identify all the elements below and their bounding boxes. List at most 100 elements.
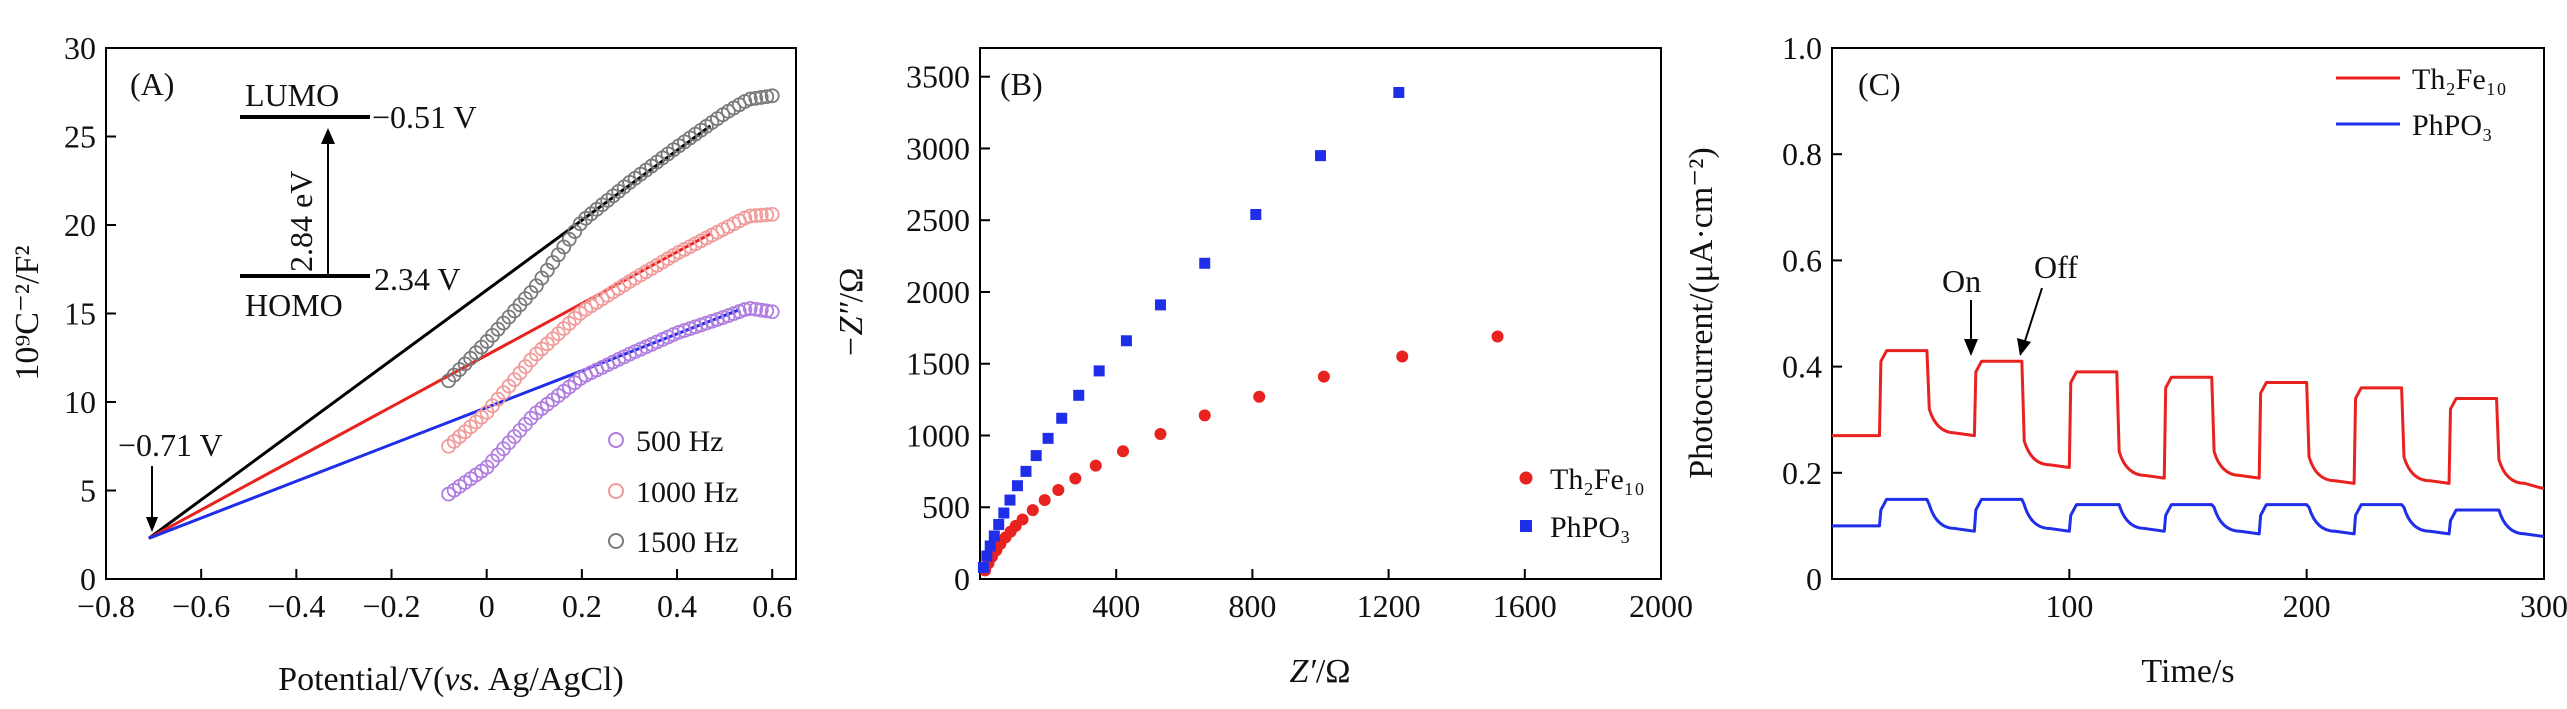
panel-c-ticks: 100 200 300 0 0.2 0.4 0.6 0.8 1.0 xyxy=(1782,30,2567,624)
panel-a-x-tick-label: 0.6 xyxy=(752,588,792,624)
series-0-line xyxy=(1832,349,2545,491)
series-1-point xyxy=(1020,465,1032,477)
series-0-point xyxy=(1089,459,1102,472)
panel-b-y-tick-label: 0 xyxy=(954,561,970,597)
panel-c-lines xyxy=(1832,349,2545,539)
series-1-point xyxy=(1011,480,1023,492)
panel-b-y-tick-label: 1000 xyxy=(906,417,970,453)
homo-value: 2.34 V xyxy=(374,261,461,297)
legend-label-th2fe10-c: Th₂Fe₁₀ xyxy=(2412,63,2507,96)
panel-c-x-title: Time/s xyxy=(2141,653,2234,690)
panel-c: 100 200 300 0 0.2 0.4 0.6 0.8 1.0 (C) On Off Th₂… xyxy=(1683,30,2567,690)
band-gap-arrowhead xyxy=(321,128,335,144)
legend-label-th2fe10-b: Th₂Fe₁₀ xyxy=(1550,463,1645,496)
series-1-point xyxy=(1393,86,1405,98)
panel-a-x-tick-label: −0.8 xyxy=(77,588,135,624)
series-1-point xyxy=(1315,150,1326,162)
on-arrowhead xyxy=(1964,339,1978,356)
series-1-point xyxy=(545,331,561,347)
panel-b-x-title: Z′/Ω xyxy=(1289,653,1350,690)
panel-a-ticks: −0.8 −0.6 −0.4 −0.2 0 0.2 0.4 0.6 0 5 10 15 20 25 30 xyxy=(64,30,792,624)
legend-label-phpo3-b: PhPO₃ xyxy=(1550,511,1631,544)
series-1-point xyxy=(556,321,572,336)
panel-a-x-tick-label: 0.2 xyxy=(562,588,602,624)
series-1-point xyxy=(1030,450,1042,462)
lumo-value: −0.51 V xyxy=(372,99,477,135)
panel-a-label: (A) xyxy=(130,66,174,102)
legend-marker-500hz xyxy=(608,432,624,448)
series-1-point xyxy=(998,507,1010,519)
panel-b-y-tick-label: 2500 xyxy=(906,202,970,238)
panel-c-y-tick-label: 0.6 xyxy=(1782,242,1822,278)
series-1-point xyxy=(988,530,1000,542)
panel-c-x-tick-label: 200 xyxy=(2283,588,2331,624)
panel-a-x-tick-label: 0 xyxy=(479,588,495,624)
legend-marker-1500hz xyxy=(608,533,624,549)
panel-b-y-tick-label: 3000 xyxy=(906,130,970,166)
series-1-point xyxy=(534,341,550,357)
panel-a-y-tick-label: 20 xyxy=(64,207,96,243)
off-arrow xyxy=(2023,287,2043,345)
panel-a-x-title: Potential/V(vs. Ag/AgCl) xyxy=(278,661,624,698)
series-1-point xyxy=(1004,494,1016,506)
series-0-point xyxy=(1253,390,1266,403)
panel-a-y-tick-label: 15 xyxy=(64,296,96,332)
series-1-point xyxy=(1154,299,1166,311)
legend-label-phpo3-c: PhPO₃ xyxy=(2412,109,2493,142)
panel-b-y-tick-label: 1500 xyxy=(906,346,970,382)
series-2-point xyxy=(764,88,780,104)
panel-b-label: (B) xyxy=(1000,66,1043,102)
panel-a-y-tick-label: 30 xyxy=(64,30,96,66)
panel-a-y-tick-label: 10 xyxy=(64,384,96,420)
series-0-point xyxy=(1491,330,1504,343)
panel-a-x-tick-label: 0.4 xyxy=(657,588,697,624)
series-1-point xyxy=(567,310,583,326)
series-1-point xyxy=(1093,365,1105,377)
panel-c-x-tick-label: 100 xyxy=(2045,588,2093,624)
panel-a-points xyxy=(441,88,780,502)
panel-b-x-tick-label: 1200 xyxy=(1357,588,1421,624)
series-1-point xyxy=(753,207,769,223)
panel-a: −0.8 −0.6 −0.4 −0.2 0 0.2 0.4 0.6 0 5 10 15 20 25 30 (… xyxy=(9,30,797,698)
legend-label-1000hz: 1000 Hz xyxy=(636,476,738,509)
series-2-point xyxy=(572,216,588,232)
series-0-point xyxy=(1016,513,1029,526)
panel-b-x-tick-label: 800 xyxy=(1228,588,1276,624)
panel-b-y-tick-label: 2000 xyxy=(906,274,970,310)
panel-a-y-title: 10⁹C⁻²/F² xyxy=(9,245,46,380)
panel-b-x-tick-label: 2000 xyxy=(1629,588,1693,624)
panel-c-frame xyxy=(1831,47,2545,580)
series-0-point xyxy=(1317,370,1330,383)
series-1-point xyxy=(1199,257,1211,269)
panel-a-x-tick-label: −0.6 xyxy=(172,588,230,624)
energy-level-inset: LUMO −0.51 V HOMO 2.34 V 2.84 eV xyxy=(240,77,477,323)
legend-marker-th2fe10-b xyxy=(1519,471,1533,485)
series-1-point xyxy=(561,316,577,331)
off-arrowhead xyxy=(2017,338,2031,356)
panel-a-x-tick-label: −0.2 xyxy=(362,588,420,624)
series-0-point xyxy=(1069,472,1082,485)
series-2-point xyxy=(742,91,758,107)
band-gap-label: 2.84 eV xyxy=(283,171,319,272)
panel-b-y-tick-label: 3500 xyxy=(906,59,970,95)
legend-label-500hz: 500 Hz xyxy=(636,425,723,458)
series-1-point xyxy=(993,518,1005,530)
series-1-point xyxy=(1073,389,1085,401)
series-0-point xyxy=(748,301,764,317)
series-2-point xyxy=(753,90,769,105)
intercept-label: −0.71 V xyxy=(118,427,223,463)
series-0-point xyxy=(1117,445,1130,458)
panel-b: 400 800 1200 1600 2000 0 500 1000 1500 2000 2500 30… xyxy=(833,47,1693,690)
panel-b-y-tick-label: 500 xyxy=(922,489,970,525)
series-2-point xyxy=(748,90,764,106)
series-0-point xyxy=(1198,409,1211,422)
series-2-point xyxy=(759,89,775,105)
series-0-point xyxy=(737,302,753,317)
intercept-arrowhead xyxy=(146,517,158,532)
panel-b-points xyxy=(977,86,1504,577)
series-1-point xyxy=(759,207,775,223)
series-1-point xyxy=(764,206,780,222)
off-label: Off xyxy=(2034,249,2078,285)
series-1-point xyxy=(981,550,993,562)
